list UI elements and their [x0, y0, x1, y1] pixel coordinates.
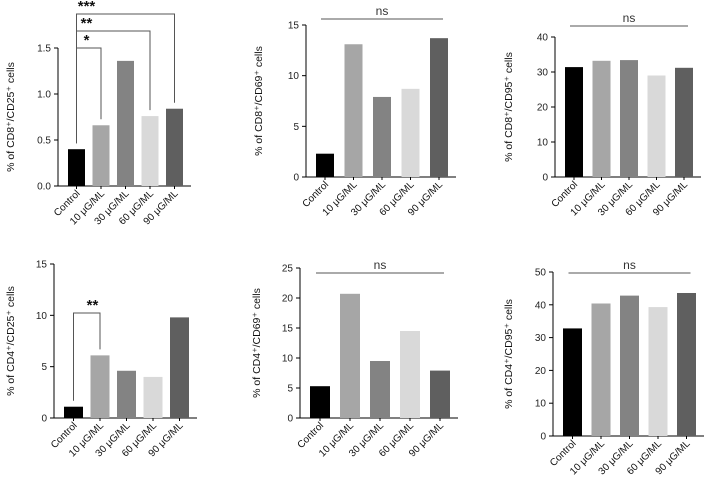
bar-60-g-ml: [647, 75, 666, 177]
y-tick-label: 15: [36, 260, 48, 271]
bar-10-g-ml: [90, 355, 110, 418]
y-tick-label: 1.0: [37, 90, 51, 101]
bar-90-g-ml: [677, 292, 696, 436]
y-tick-label: 15: [288, 21, 300, 32]
bar-10-g-ml: [591, 303, 611, 436]
bar-control: [565, 67, 583, 177]
ns-label: ns: [374, 258, 387, 272]
significance-label: **: [87, 297, 99, 314]
bar-control: [64, 406, 83, 418]
y-axis-title: % of CD8⁺/CD69⁺ cells: [253, 46, 265, 156]
y-tick-label: 1.5: [37, 44, 51, 55]
bar-10-g-ml: [344, 44, 363, 178]
y-tick-label: 0.0: [37, 182, 51, 193]
y-axis-title: % of CD4⁺/CD25⁺ cells: [5, 286, 17, 396]
bar-30-g-ml: [117, 60, 134, 186]
ns-label: ns: [623, 11, 636, 25]
bar-control: [563, 328, 582, 436]
y-tick-label: 0: [293, 173, 299, 184]
y-tick-label: 20: [535, 366, 547, 377]
bar-30-g-ml: [370, 361, 390, 418]
bar-90-g-ml: [675, 67, 693, 177]
significance-label: **: [81, 15, 93, 32]
bar-10-g-ml: [92, 125, 110, 186]
significance-bracket: [73, 312, 101, 401]
y-tick-label: 0.5: [37, 136, 51, 147]
bar-10-g-ml: [592, 60, 611, 177]
bar-10-g-ml: [340, 293, 360, 418]
bar-90-g-ml: [166, 108, 183, 186]
y-tick-label: 10: [288, 71, 300, 82]
y-tick-label: 5: [293, 122, 299, 133]
y-tick-label: 40: [537, 33, 549, 44]
y-tick-label: 0: [542, 173, 548, 184]
bar-30-g-ml: [620, 60, 638, 177]
y-axis-title: % of CD4⁺/CD69⁺ cells: [251, 288, 263, 398]
y-tick-label: 20: [282, 294, 294, 305]
y-tick-label: 10: [36, 311, 48, 322]
y-tick-label: 25: [282, 264, 294, 275]
bar-30-g-ml: [620, 295, 639, 436]
y-tick-label: 0: [540, 432, 546, 443]
y-tick-label: 15: [282, 324, 294, 335]
bar-60-g-ml: [648, 307, 668, 436]
significance-label: *: [84, 32, 90, 49]
y-tick-label: 10: [537, 138, 549, 149]
bar-30-g-ml: [373, 96, 391, 177]
bar-60-g-ml: [401, 88, 420, 177]
y-tick-label: 5: [287, 384, 293, 395]
bar-90-g-ml: [430, 370, 450, 418]
ns-label: ns: [623, 258, 636, 272]
bar-control: [310, 386, 330, 418]
bar-90-g-ml: [430, 38, 448, 177]
y-tick-label: 20: [537, 103, 549, 114]
bar-control: [68, 149, 85, 186]
y-tick-label: 0: [287, 414, 293, 425]
y-tick-label: 0: [41, 414, 47, 425]
y-axis-title: % of CD8⁺/CD95⁺ cells: [503, 52, 515, 162]
y-tick-label: 10: [282, 354, 294, 365]
y-tick-label: 30: [535, 333, 547, 344]
y-axis-title: % of CD4⁺/CD95⁺ cells: [503, 299, 515, 409]
y-axis-title: % of CD8⁺/CD25⁺ cells: [5, 62, 17, 172]
y-tick-label: 10: [535, 399, 547, 410]
y-tick-label: 40: [535, 300, 547, 311]
bar-90-g-ml: [170, 317, 189, 418]
y-tick-label: 50: [535, 268, 547, 279]
bar-60-g-ml: [143, 376, 163, 418]
bar-60-g-ml: [141, 116, 159, 186]
significance-label: ***: [78, 0, 96, 15]
significance-bracket: [76, 13, 175, 144]
ns-label: ns: [376, 4, 389, 18]
y-tick-label: 5: [41, 362, 47, 373]
bar-control: [316, 153, 334, 177]
bar-60-g-ml: [400, 331, 420, 418]
y-tick-label: 30: [537, 68, 549, 79]
bar-30-g-ml: [117, 370, 136, 418]
